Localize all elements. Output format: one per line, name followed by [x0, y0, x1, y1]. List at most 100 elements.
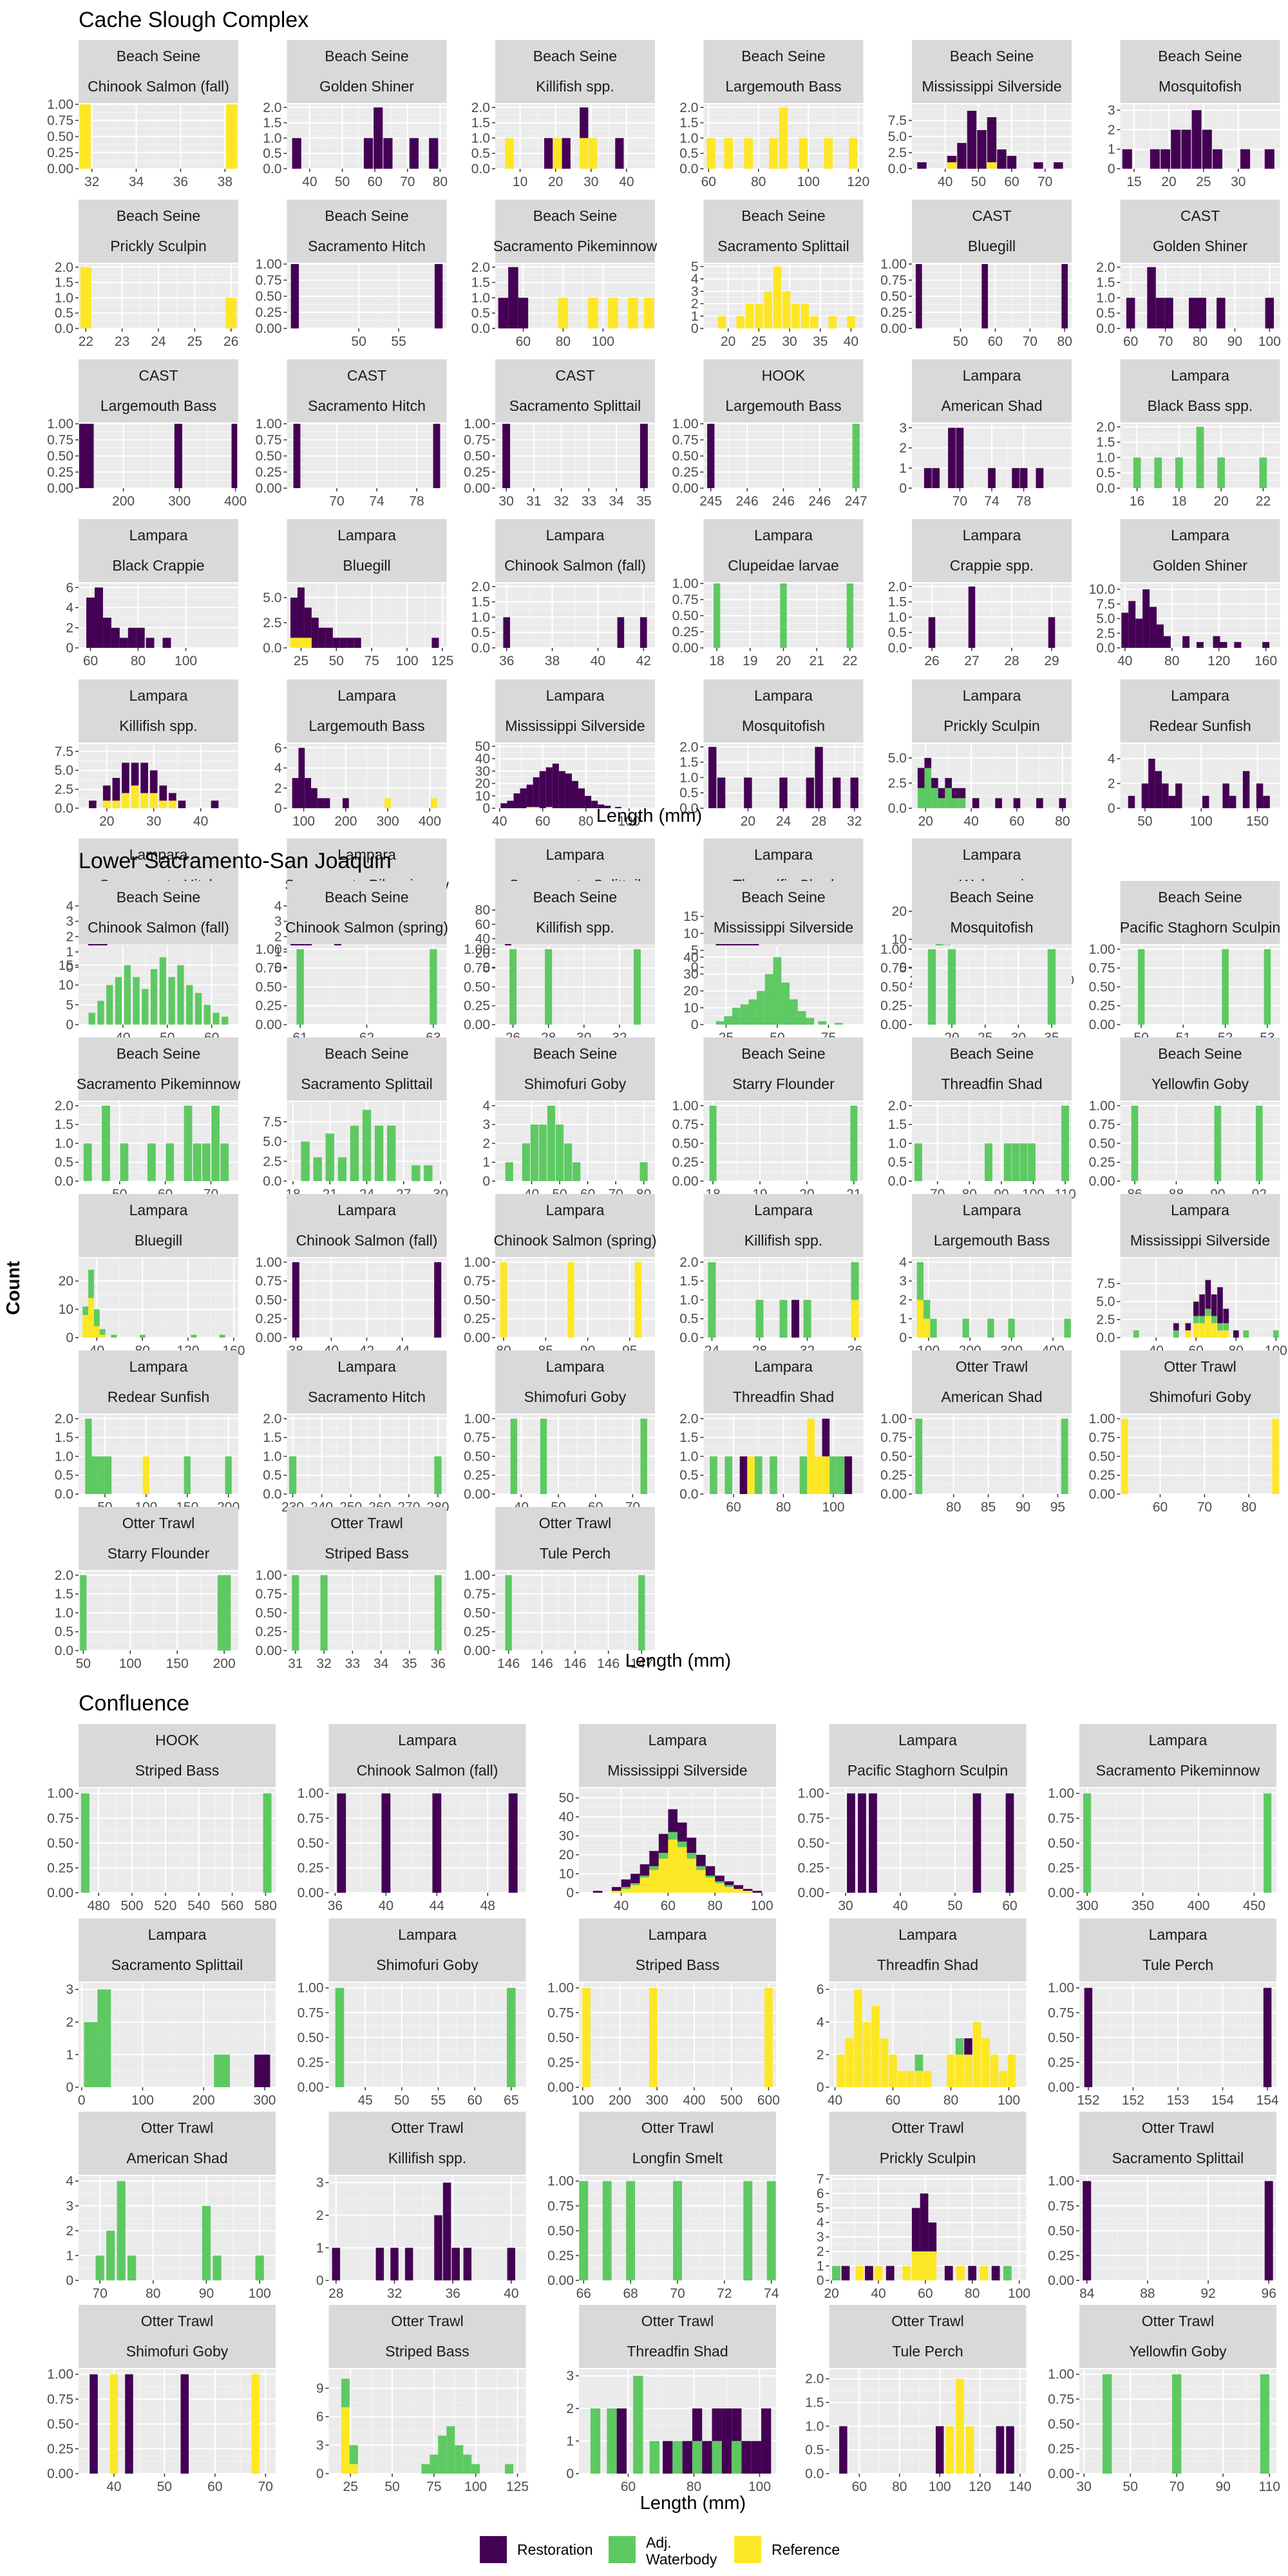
x-axis-title-cache-slough: Length (mm) [596, 806, 702, 826]
bar-reference [964, 2054, 972, 2087]
y-tick-label: 30 [559, 1829, 574, 1844]
facet-strip-method: HOOK [155, 1732, 199, 1748]
facet-strip-method: Beach Seine [533, 1045, 617, 1062]
x-tick-label: 20 [918, 814, 933, 829]
facet-strip-species: Chinook Salmon (spring) [493, 1232, 656, 1249]
bar-restoration [1160, 149, 1171, 169]
gridlines [495, 583, 655, 648]
y-tick-label: 0.25 [464, 1468, 490, 1483]
bar-restoration [649, 1851, 659, 1866]
facet-strip-method: Beach Seine [950, 889, 1034, 905]
facet-strip-method: Lampara [148, 1926, 207, 1943]
bar-restoration [337, 1793, 346, 1893]
bar-restoration [552, 763, 559, 808]
plot-panel-background [495, 1415, 655, 1494]
bar-reference [824, 138, 833, 169]
y-tick-label: 2.0 [679, 1255, 698, 1270]
bar-reference [987, 162, 997, 169]
y-tick-label: 0.75 [256, 273, 282, 288]
gridlines [328, 2369, 526, 2474]
y-tick-label: 10.0 [1089, 582, 1115, 597]
x-axis-title-confluence: Length (mm) [640, 2493, 746, 2514]
x-tick-label: 146 [497, 1656, 520, 1671]
facet-strip [579, 2112, 776, 2175]
facet-strip-method: Lampara [398, 1926, 457, 1943]
y-tick-label: 40 [683, 950, 698, 965]
facet-strip-method: Lampara [129, 527, 188, 544]
x-tick-label: 80 [146, 2286, 160, 2301]
y-tick-label: 6 [817, 2186, 824, 2201]
y-tick-label: 1.00 [256, 942, 282, 957]
x-tick-label: 75 [426, 2479, 441, 2494]
x-tick-label: 40 [938, 175, 952, 189]
histogram-bars [293, 424, 440, 488]
y-tick-label: 30 [683, 967, 698, 981]
y-tick-label: 1 [316, 2240, 324, 2255]
bar-restoration [663, 2441, 673, 2474]
x-tick-label: 146 [597, 1656, 620, 1671]
bar-restoration [743, 1889, 753, 1891]
y-tick-label: 0.75 [880, 1430, 907, 1445]
facet-strip [579, 2305, 776, 2368]
facet-strip-species: Chinook Salmon (fall) [504, 557, 646, 574]
bar-restoration [839, 2426, 848, 2474]
bar-adj-waterbody [538, 1124, 547, 1181]
y-tick-label: 20 [892, 904, 907, 919]
bar-reference [871, 2005, 880, 2087]
legend-item-restoration: Restoration [480, 2536, 593, 2563]
facet-strip-species: Shimofuri Goby [1149, 1388, 1251, 1405]
y-tick-label: 0.0 [55, 321, 73, 336]
x-tick-label: 0 [78, 2093, 86, 2108]
facet-strip-method: Otter Trawl [391, 2119, 463, 2136]
bar-reference [782, 291, 791, 328]
bar-adj-waterbody [732, 1007, 741, 1025]
bar-restoration [972, 1793, 981, 1893]
bar-adj-waterbody [1264, 949, 1271, 1025]
plot-panel-background [328, 2369, 526, 2474]
histogram-bars [1121, 589, 1270, 648]
x-tick-label: 480 [88, 1899, 110, 1913]
y-tick-label: 1.00 [464, 1412, 490, 1426]
facet-strip-species: Bluegill [343, 557, 390, 574]
y-tick-label: 0.0 [263, 641, 281, 656]
facet-strip-method: HOOK [762, 367, 806, 384]
x-tick-label: 35 [402, 1656, 417, 1671]
x-tick-label: 68 [623, 2286, 638, 2301]
bar-reference [911, 2251, 920, 2280]
bar-restoration [712, 2408, 722, 2441]
x-tick-label: 18 [1171, 494, 1186, 509]
bar-restoration [498, 298, 509, 328]
histogram-bars [917, 757, 1066, 808]
histogram-bars [709, 1105, 858, 1181]
y-tick-label: 0.00 [1048, 2467, 1074, 2481]
bar-adj-waterbody [958, 798, 966, 808]
facet-strip-method: Beach Seine [117, 48, 200, 64]
y-tick-label: 0.50 [298, 2031, 324, 2045]
bar-adj-waterbody [438, 2436, 447, 2474]
bar-reference [799, 138, 808, 169]
histogram-bars [847, 1793, 1014, 1893]
bar-restoration [434, 1262, 442, 1338]
bar-adj-waterbody [1199, 1316, 1205, 1323]
y-tick-label: 2.0 [805, 2372, 824, 2387]
bar-restoration [957, 143, 967, 169]
y-tick-label: 1.0 [679, 1449, 698, 1464]
bar-adj-waterbody [386, 1125, 396, 1181]
bar-reference [149, 793, 158, 808]
bar-restoration [598, 804, 605, 808]
bar-restoration [917, 162, 927, 169]
y-tick-label: 0.50 [547, 2031, 574, 2045]
plot-panel-background [495, 1258, 655, 1338]
y-tick-label: 0.25 [547, 2248, 574, 2263]
bar-restoration [90, 2374, 98, 2474]
bar-adj-waterbody [97, 1989, 111, 2087]
gridlines [328, 2176, 526, 2280]
